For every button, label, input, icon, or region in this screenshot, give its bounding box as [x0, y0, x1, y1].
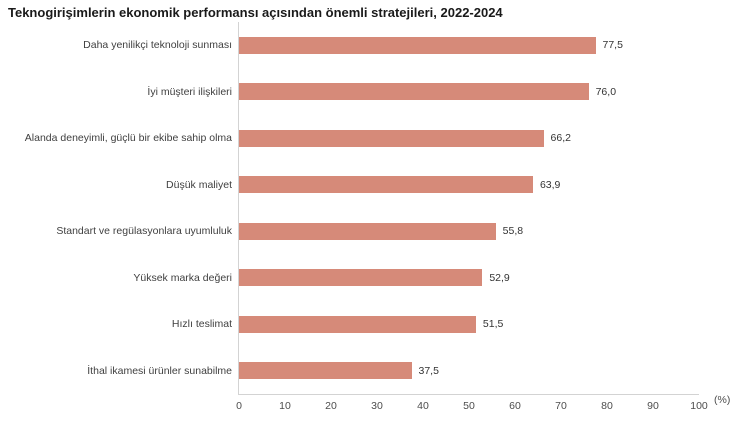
- value-label: 76,0: [595, 85, 617, 98]
- category-label: Hızlı teslimat: [171, 318, 232, 331]
- category-label: Standart ve regülasyonlara uyumluluk: [56, 225, 232, 238]
- value-label: 51,5: [482, 318, 504, 331]
- category-label: İthal ikamesi ürünler sunabilme: [87, 364, 232, 377]
- x-tick-label: 100: [690, 400, 708, 412]
- x-tick-label: 90: [647, 400, 659, 412]
- x-axis: (%) 0 10 20 30 40 50 60 70 80 90 100: [236, 394, 730, 420]
- category-label: Alanda deneyimli, güçlü bir ekibe sahip …: [24, 132, 232, 145]
- plot-area: Daha yenilikçi teknoloji sunması 77,5 İyi …: [25, 22, 730, 412]
- category-label: Düşük maliyet: [166, 178, 232, 191]
- chart-row: Alanda deneyimli, güçlü bir ekibe sahip …: [25, 115, 699, 162]
- bar: [239, 222, 496, 240]
- chart-row: Hızlı teslimat 51,5: [172, 301, 699, 348]
- chart-title: Teknogirişimlerin ekonomik performansı a…: [8, 5, 503, 20]
- value-label: 55,8: [502, 225, 524, 238]
- value-label: 52,9: [489, 271, 510, 284]
- category-label: Yüksek marka değeri: [133, 271, 232, 284]
- x-tick-label: 50: [463, 400, 475, 412]
- x-tick-label: 70: [555, 400, 567, 412]
- chart-row: İthal ikamesi ürünler sunabilme 37,5: [87, 348, 699, 395]
- x-tick-label: 10: [279, 400, 291, 412]
- x-tick-label: 40: [417, 400, 429, 412]
- bar: [239, 129, 544, 147]
- value-label: 37,5: [418, 364, 439, 377]
- bars-group: Daha yenilikçi teknoloji sunması 77,5 İyi …: [25, 22, 699, 395]
- x-tick-label: 30: [371, 400, 383, 412]
- chart-row: İyi müşteri ilişkileri 76,0: [147, 69, 699, 116]
- category-label: Daha yenilikçi teknoloji sunması: [83, 39, 232, 52]
- bar: [239, 36, 596, 54]
- x-tick-label: 20: [325, 400, 337, 412]
- chart-row: Yüksek marka değeri 52,9: [133, 255, 699, 302]
- x-tick-label: 60: [509, 400, 521, 412]
- category-label: İyi müşteri ilişkileri: [147, 85, 232, 98]
- chart-row: Daha yenilikçi teknoloji sunması 77,5: [83, 22, 699, 69]
- bar: [239, 315, 476, 333]
- x-tick-label: 0: [236, 400, 242, 412]
- value-label: 63,9: [539, 178, 561, 191]
- chart-row: Standart ve regülasyonlara uyumluluk 55,8: [56, 208, 699, 255]
- x-tick-label: 80: [601, 400, 613, 412]
- value-label: 77,5: [602, 39, 623, 52]
- bar: [239, 269, 483, 287]
- value-label: 66,2: [550, 132, 571, 145]
- bar: [239, 362, 412, 380]
- chart-row: Düşük maliyet 63,9: [166, 162, 699, 209]
- bar: [239, 176, 533, 194]
- bar: [239, 83, 589, 101]
- axis-unit-label: (%): [714, 394, 731, 406]
